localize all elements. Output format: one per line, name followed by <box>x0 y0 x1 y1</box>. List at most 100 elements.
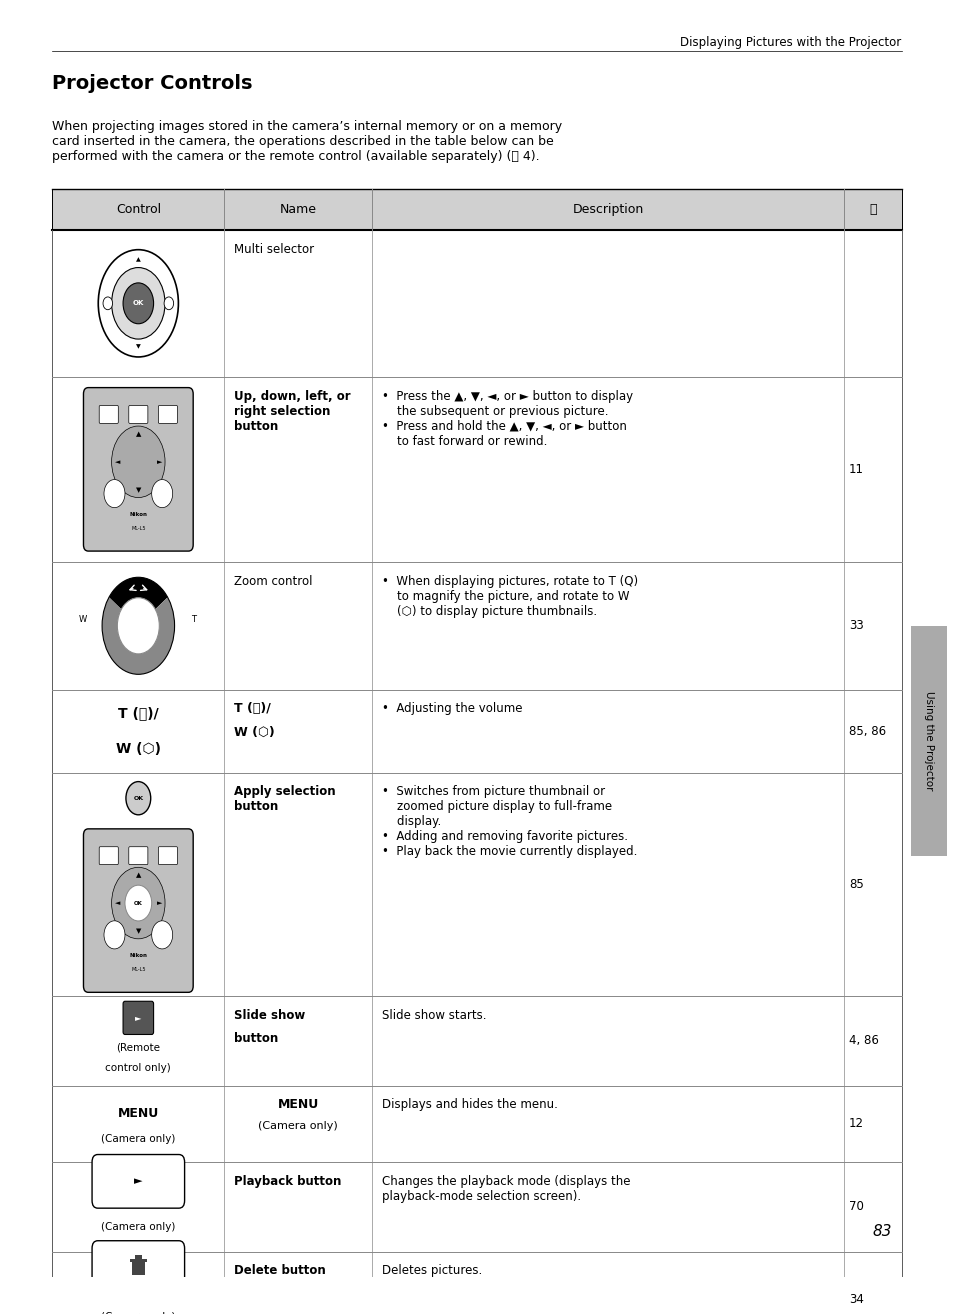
Text: (Camera only): (Camera only) <box>258 1121 337 1131</box>
Text: Nikon: Nikon <box>130 953 147 958</box>
FancyBboxPatch shape <box>91 1155 184 1208</box>
Text: Nikon: Nikon <box>130 511 147 516</box>
Text: 11: 11 <box>848 463 863 476</box>
Text: Up, down, left, or
right selection
button: Up, down, left, or right selection butto… <box>233 389 350 432</box>
Text: MENU: MENU <box>277 1099 318 1112</box>
Bar <box>52 1252 901 1314</box>
Text: ◄: ◄ <box>114 900 120 907</box>
Bar <box>52 189 901 230</box>
Circle shape <box>125 886 152 921</box>
Text: Name: Name <box>279 202 316 215</box>
FancyBboxPatch shape <box>158 406 177 423</box>
Text: (Remote: (Remote <box>116 1042 160 1053</box>
Text: •  Switches from picture thumbnail or
    zoomed picture display to full-frame
 : • Switches from picture thumbnail or zoo… <box>381 786 637 858</box>
FancyBboxPatch shape <box>91 1240 184 1294</box>
Text: T (ⓠ)/: T (ⓠ)/ <box>233 703 271 715</box>
Circle shape <box>117 598 159 654</box>
Text: ►: ► <box>135 1013 141 1022</box>
Bar <box>52 1085 901 1162</box>
Text: •  Adjusting the volume: • Adjusting the volume <box>381 703 521 715</box>
Circle shape <box>152 921 172 949</box>
Text: Playback button: Playback button <box>233 1175 341 1188</box>
Text: ▼: ▼ <box>136 344 140 350</box>
Text: (Camera only): (Camera only) <box>101 1222 175 1233</box>
Text: ►: ► <box>156 459 162 465</box>
Text: ▲: ▲ <box>135 431 141 436</box>
Text: Displays and hides the menu.: Displays and hides the menu. <box>381 1099 557 1112</box>
Circle shape <box>103 297 112 310</box>
Bar <box>52 1162 901 1252</box>
Text: 4, 86: 4, 86 <box>848 1034 878 1047</box>
Text: ⧉: ⧉ <box>868 202 876 215</box>
Text: ML-L5: ML-L5 <box>131 526 146 531</box>
Bar <box>134 1255 142 1259</box>
Text: ▼: ▼ <box>135 487 141 493</box>
Text: ◄: ◄ <box>114 459 120 465</box>
Text: 12: 12 <box>848 1117 863 1130</box>
Bar <box>132 1263 145 1275</box>
Text: ►: ► <box>169 301 172 306</box>
Text: Zoom control: Zoom control <box>233 574 312 587</box>
Bar <box>130 1259 147 1263</box>
FancyBboxPatch shape <box>129 406 148 423</box>
Text: W (⬡): W (⬡) <box>115 742 161 756</box>
Bar <box>52 562 901 690</box>
Text: OK: OK <box>133 900 143 905</box>
Text: ▼: ▼ <box>135 928 141 934</box>
Text: T: T <box>191 615 196 624</box>
Circle shape <box>126 782 151 815</box>
Text: ►: ► <box>134 1176 142 1187</box>
Circle shape <box>112 867 165 938</box>
Circle shape <box>152 480 172 507</box>
Text: 85: 85 <box>848 878 862 891</box>
Bar <box>52 996 901 1085</box>
FancyBboxPatch shape <box>129 846 148 865</box>
Bar <box>52 690 901 773</box>
Text: button: button <box>233 1031 277 1045</box>
Text: •  Press the ▲, ▼, ◄, or ► button to display
    the subsequent or previous pict: • Press the ▲, ▼, ◄, or ► button to disp… <box>381 389 632 448</box>
Circle shape <box>112 426 165 498</box>
Text: W: W <box>79 615 87 624</box>
FancyBboxPatch shape <box>84 388 193 551</box>
Polygon shape <box>102 598 174 674</box>
Text: OK: OK <box>132 301 144 306</box>
Text: Delete button: Delete button <box>233 1264 325 1277</box>
Text: Slide show starts.: Slide show starts. <box>381 1009 486 1022</box>
Text: 34: 34 <box>848 1293 863 1306</box>
Text: Displaying Pictures with the Projector: Displaying Pictures with the Projector <box>679 35 901 49</box>
FancyBboxPatch shape <box>84 829 193 992</box>
Text: Control: Control <box>115 202 161 215</box>
Bar <box>52 230 901 377</box>
Text: When projecting images stored in the camera’s internal memory or on a memory
car: When projecting images stored in the cam… <box>52 120 562 163</box>
Text: Projector Controls: Projector Controls <box>52 74 253 93</box>
Text: Apply selection
button: Apply selection button <box>233 786 335 813</box>
FancyBboxPatch shape <box>99 846 118 865</box>
Text: (Camera only): (Camera only) <box>101 1134 175 1144</box>
Text: Slide show: Slide show <box>233 1009 305 1022</box>
Bar <box>52 377 901 562</box>
Text: ▲: ▲ <box>135 872 141 878</box>
FancyBboxPatch shape <box>123 1001 153 1034</box>
Circle shape <box>104 921 125 949</box>
Text: ◄: ◄ <box>104 301 108 306</box>
Text: 70: 70 <box>848 1201 863 1213</box>
Text: control only): control only) <box>106 1063 171 1072</box>
Text: Deletes pictures.: Deletes pictures. <box>381 1264 481 1277</box>
FancyBboxPatch shape <box>158 846 177 865</box>
Text: Multi selector: Multi selector <box>233 243 314 256</box>
Text: MENU: MENU <box>117 1108 159 1120</box>
Text: W (⬡): W (⬡) <box>233 725 274 738</box>
Circle shape <box>164 297 173 310</box>
FancyBboxPatch shape <box>99 406 118 423</box>
Bar <box>910 625 946 855</box>
Text: T (ⓠ)/: T (ⓠ)/ <box>118 707 158 720</box>
Text: 85, 86: 85, 86 <box>848 724 885 737</box>
Text: OK: OK <box>133 796 143 800</box>
Text: ML-L5: ML-L5 <box>131 967 146 972</box>
Polygon shape <box>109 577 168 610</box>
Text: Changes the playback mode (displays the
playback-mode selection screen).: Changes the playback mode (displays the … <box>381 1175 629 1202</box>
Circle shape <box>104 480 125 507</box>
Circle shape <box>123 283 153 323</box>
Text: 83: 83 <box>872 1223 891 1239</box>
Text: •  When displaying pictures, rotate to T (Q)
    to magnify the picture, and rot: • When displaying pictures, rotate to T … <box>381 574 637 618</box>
